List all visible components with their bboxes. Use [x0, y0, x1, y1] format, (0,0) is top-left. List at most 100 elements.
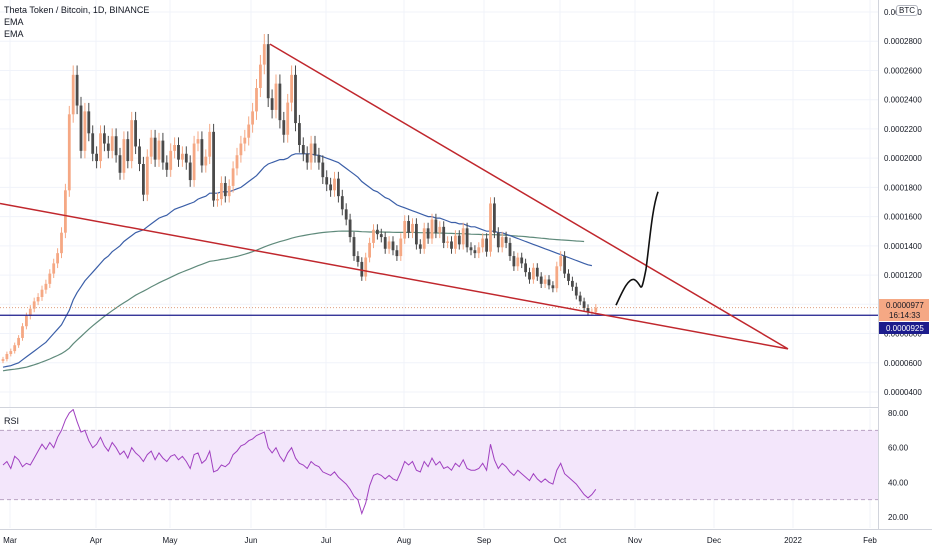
- candle-body: [196, 139, 200, 144]
- candle-body: [153, 137, 157, 160]
- candle-body: [173, 145, 176, 151]
- candle-body: [138, 146, 141, 164]
- candle-body: [142, 164, 145, 195]
- candle-body: [399, 238, 403, 257]
- candle-body: [181, 153, 184, 160]
- candle-body: [305, 153, 309, 163]
- y-tick-label: 0.0002800: [884, 37, 922, 46]
- candle-body: [532, 267, 535, 280]
- candle-body: [547, 279, 551, 286]
- candle-body: [25, 316, 28, 327]
- candle-body: [122, 139, 126, 173]
- candle-body: [44, 283, 48, 290]
- x-tick-label: Sep: [477, 536, 492, 545]
- candle-body: [582, 301, 586, 308]
- candle-body: [239, 143, 243, 156]
- candle-body: [434, 219, 438, 233]
- candle-body: [317, 155, 321, 163]
- candle-body: [383, 237, 387, 249]
- currency-unit-badge[interactable]: BTC: [896, 5, 918, 16]
- candle-body: [251, 111, 254, 125]
- candle-body: [91, 133, 95, 154]
- candle-body: [555, 266, 559, 289]
- candle-body: [231, 168, 235, 186]
- y-tick-label: 0.0000600: [884, 359, 922, 368]
- candle-body: [337, 178, 340, 197]
- candle-body: [56, 253, 59, 264]
- ema-slow-line: [2, 230, 585, 372]
- candle-body: [430, 219, 434, 239]
- candle-body: [403, 221, 407, 239]
- candle-body: [28, 308, 32, 316]
- candle-body: [356, 256, 360, 262]
- upper-trendline: [269, 43, 789, 350]
- candle-body: [212, 131, 215, 201]
- candle-body: [344, 209, 348, 220]
- candle-body: [67, 114, 71, 191]
- x-tick-label: Jun: [245, 536, 258, 545]
- candle-body: [130, 120, 134, 162]
- candle-body: [309, 143, 313, 163]
- x-tick-label: Nov: [628, 536, 642, 545]
- candle-body: [243, 137, 247, 144]
- candle-body: [469, 247, 473, 251]
- candle-body: [586, 307, 590, 313]
- candle-body: [426, 228, 430, 239]
- x-tick-label: Apr: [90, 536, 103, 545]
- rsi-label[interactable]: RSI: [4, 416, 20, 426]
- rsi-line: [2, 409, 597, 516]
- candle-body: [75, 74, 79, 106]
- candle-body: [496, 232, 500, 248]
- candle-body: [500, 237, 504, 248]
- candle-body: [395, 250, 399, 257]
- candle-body: [504, 237, 508, 243]
- candle-body: [543, 279, 547, 284]
- rsi-axis: 80.00 60.00 40.00 20.00: [888, 409, 909, 522]
- candle-body: [567, 273, 570, 281]
- candle-body: [270, 98, 274, 110]
- candle-body: [571, 280, 574, 287]
- x-tick-label: May: [162, 536, 177, 545]
- candle-body: [40, 289, 44, 297]
- rsi-tick-label: 80.00: [888, 409, 909, 418]
- candle-body: [551, 285, 555, 289]
- candle-body: [294, 74, 297, 124]
- candle-body: [477, 247, 481, 254]
- symbol-title[interactable]: Theta Token / Bitcoin, 1D, BINANCE: [4, 5, 150, 15]
- candle-body: [489, 203, 492, 252]
- candle-body: [134, 120, 137, 147]
- candle-body: [259, 64, 262, 88]
- candle-body: [520, 257, 524, 264]
- candle-body: [165, 162, 169, 170]
- candle-body: [83, 111, 87, 151]
- candle-body: [524, 263, 527, 273]
- ema-slow-label[interactable]: EMA: [4, 29, 24, 39]
- candle-body: [321, 162, 325, 178]
- candle-body: [262, 44, 266, 65]
- ema-fast-label[interactable]: EMA: [4, 17, 24, 27]
- candle-body: [60, 232, 63, 254]
- candle-body: [110, 136, 114, 151]
- candle-body: [457, 235, 461, 245]
- candle-body: [508, 242, 512, 257]
- candle-body: [473, 250, 477, 254]
- candle-body: [208, 131, 212, 157]
- candle-body: [415, 223, 418, 245]
- candle-body: [376, 229, 379, 235]
- y-tick-label: 0.0001600: [884, 213, 922, 222]
- y-tick-label: 0.0000800: [884, 330, 922, 339]
- candle-body: [594, 307, 598, 312]
- candle-body: [454, 235, 457, 249]
- rsi-band: [0, 430, 878, 500]
- candle-body: [578, 295, 582, 302]
- candle-body: [32, 301, 36, 309]
- y-tick-label: 0.0000400: [884, 388, 922, 397]
- x-tick-label: Feb: [863, 536, 877, 545]
- x-tick-label: Mar: [3, 536, 17, 545]
- candle-body: [465, 228, 469, 248]
- candle-body: [220, 183, 223, 200]
- candle-body: [114, 136, 118, 156]
- line-price-tag: 0.0000925: [886, 324, 924, 333]
- candle-body: [290, 74, 293, 103]
